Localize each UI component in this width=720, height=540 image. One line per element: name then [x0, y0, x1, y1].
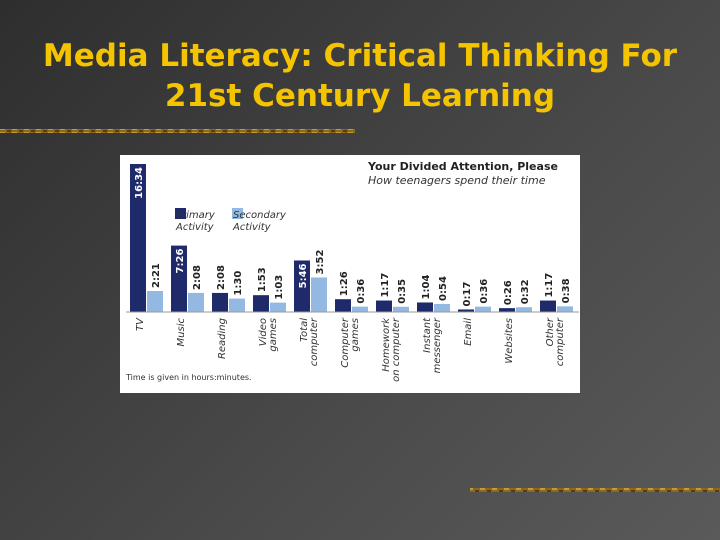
bar	[352, 306, 368, 312]
value-label: 0:36	[479, 279, 490, 304]
value-label: 1:53	[257, 267, 268, 292]
bar	[147, 291, 163, 312]
bar	[294, 260, 310, 312]
bar	[393, 306, 409, 312]
chart-subtitle: How teenagers spend their time	[368, 174, 546, 187]
x-tick-label: Music	[176, 318, 187, 347]
value-label: 0:26	[503, 280, 514, 305]
bar	[557, 306, 573, 312]
bar	[434, 303, 450, 312]
value-label: 3:52	[315, 250, 326, 275]
x-tick-label: Total computer	[299, 318, 320, 367]
bar	[130, 164, 146, 312]
bar	[458, 309, 474, 312]
value-label: 1:17	[380, 273, 391, 298]
value-label: 0:32	[520, 279, 531, 304]
bar	[311, 277, 327, 312]
bar	[499, 308, 515, 312]
value-label: 2:21	[151, 263, 162, 288]
x-tick-label: Email	[463, 318, 474, 346]
value-label: 0:54	[438, 276, 449, 301]
value-label: 16:34	[134, 167, 145, 199]
value-label: 1:04	[421, 275, 432, 300]
bar	[229, 298, 245, 312]
bar	[417, 302, 433, 312]
bar	[270, 302, 286, 312]
x-tick-label: Reading	[217, 318, 228, 360]
x-tick-label: Homework on computer	[381, 318, 402, 382]
value-label: 0:36	[356, 279, 367, 304]
value-label: 5:46	[298, 263, 309, 288]
chart-note: Time is given in hours:minutes.	[125, 373, 252, 382]
value-label: 7:26	[175, 249, 186, 274]
legend-swatch	[232, 208, 243, 219]
value-label: 0:17	[462, 282, 473, 307]
bar	[253, 295, 269, 312]
slide-title: Media Literacy: Critical Thinking For	[42, 38, 678, 74]
chart-title: Your Divided Attention, Please	[367, 160, 558, 173]
bar	[335, 299, 351, 312]
legend-swatch	[175, 208, 186, 219]
decoration	[0, 129, 355, 133]
bar	[516, 307, 532, 312]
value-label: 1:03	[274, 275, 285, 300]
bar	[212, 292, 228, 312]
bar	[376, 300, 392, 312]
value-label: 1:26	[339, 271, 350, 296]
decoration	[470, 488, 720, 492]
bar	[475, 306, 491, 312]
x-tick-label: Instant messenger	[422, 318, 443, 374]
x-tick-label: Computer games	[340, 318, 361, 368]
bar	[188, 292, 204, 312]
value-label: 1:17	[544, 273, 555, 298]
value-label: 0:35	[397, 279, 408, 304]
value-label: 2:08	[216, 265, 227, 290]
value-label: 0:38	[561, 278, 572, 303]
x-tick-label: Websites	[504, 318, 515, 364]
value-label: 2:08	[192, 265, 203, 290]
bar	[540, 300, 556, 312]
legend-label: Secondary Activity	[233, 210, 286, 233]
value-label: 1:30	[233, 271, 244, 296]
bar	[171, 245, 187, 312]
x-tick-label: TV	[135, 318, 146, 331]
slide-title: 21st Century Learning	[164, 78, 556, 114]
legend-label: Primary Activity	[176, 210, 215, 233]
x-tick-label: Video games	[258, 318, 279, 352]
x-tick-label: Other computer	[545, 318, 566, 367]
chart-panel	[120, 155, 580, 393]
